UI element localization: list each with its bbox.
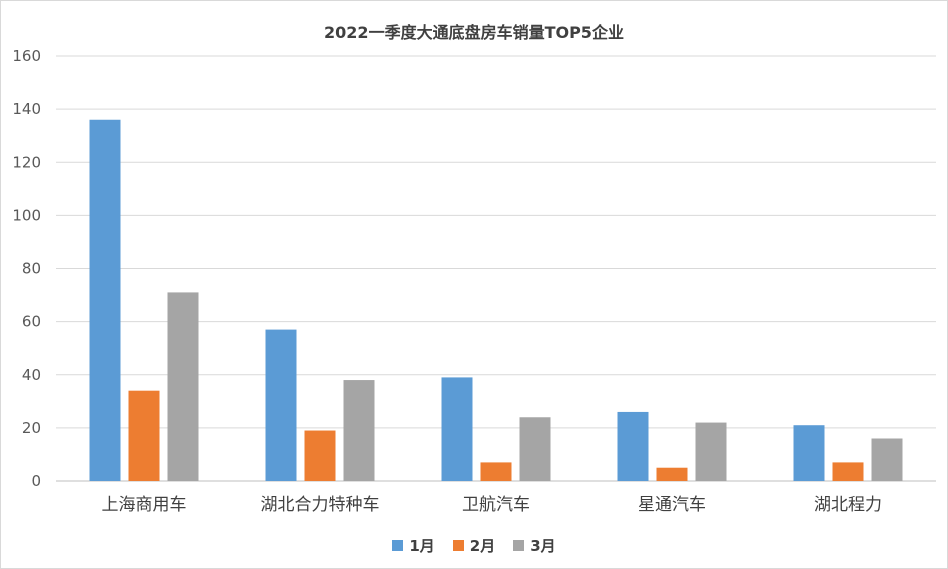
y-tick-label: 60 bbox=[22, 313, 41, 331]
bar bbox=[89, 119, 121, 481]
legend-label: 2月 bbox=[469, 537, 496, 555]
bar bbox=[871, 438, 903, 481]
legend-swatch bbox=[513, 540, 525, 551]
legend-item: 2月 bbox=[452, 535, 496, 556]
x-tick-label: 湖北合力特种车 bbox=[261, 495, 380, 515]
legend-swatch bbox=[392, 540, 404, 551]
legend-item: 1月 bbox=[392, 535, 435, 556]
legend-label: 1月 bbox=[409, 537, 435, 555]
bar bbox=[793, 425, 825, 481]
bar bbox=[617, 411, 649, 481]
y-tick-label: 80 bbox=[22, 260, 41, 278]
bar bbox=[519, 417, 551, 481]
y-tick-label: 100 bbox=[12, 206, 41, 224]
legend-item: 3月 bbox=[513, 535, 556, 556]
y-tick-label: 160 bbox=[12, 47, 41, 65]
chart-title: 2022一季度大通底盘房车销量TOP5企业 bbox=[324, 23, 624, 42]
bar bbox=[167, 292, 199, 481]
bar bbox=[265, 329, 297, 481]
y-tick-label: 0 bbox=[31, 472, 41, 490]
bar bbox=[128, 390, 160, 481]
legend-label: 3月 bbox=[530, 537, 556, 555]
legend-swatch bbox=[452, 540, 464, 551]
y-tick-label: 40 bbox=[22, 366, 41, 384]
y-tick-label: 120 bbox=[12, 153, 41, 171]
bar bbox=[832, 462, 864, 481]
bar bbox=[441, 377, 473, 481]
y-tick-label: 140 bbox=[12, 100, 41, 118]
x-tick-label: 上海商用车 bbox=[102, 495, 187, 515]
bar bbox=[656, 467, 688, 481]
legend: 1月 2月 3月 bbox=[1, 535, 947, 556]
bar bbox=[480, 462, 512, 481]
x-tick-label: 湖北程力 bbox=[814, 495, 882, 515]
y-tick-label: 20 bbox=[22, 419, 41, 437]
x-tick-label: 卫航汽车 bbox=[462, 495, 530, 515]
bar bbox=[304, 430, 336, 481]
x-tick-label: 星通汽车 bbox=[638, 495, 706, 515]
bar bbox=[343, 380, 375, 481]
bar bbox=[695, 422, 727, 481]
